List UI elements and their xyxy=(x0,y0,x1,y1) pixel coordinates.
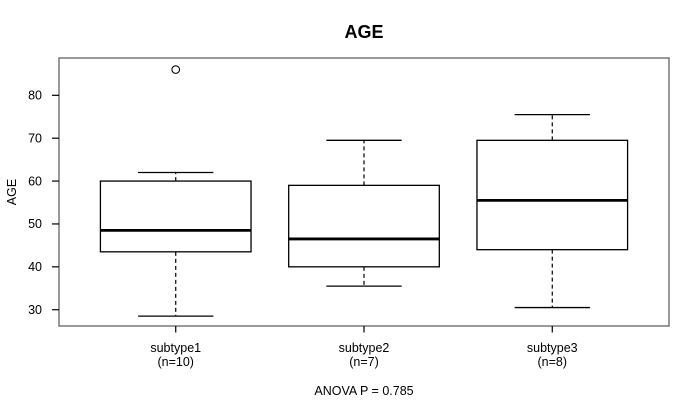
x-tick-count-label: (n=7) xyxy=(349,355,379,369)
outlier-point xyxy=(171,65,181,74)
y-axis-title: AGE xyxy=(5,179,19,205)
iqr-box xyxy=(476,139,629,251)
iqr-box xyxy=(288,184,440,268)
x-tick-label: subtype3 xyxy=(527,341,578,355)
y-tick-label: 60 xyxy=(28,174,42,188)
x-tick-label: subtype1 xyxy=(150,341,201,355)
anova-annotation: ANOVA P = 0.785 xyxy=(314,384,413,398)
y-tick-label: 40 xyxy=(28,260,42,274)
chart-title: AGE xyxy=(344,22,383,42)
x-tick-count-label: (n=8) xyxy=(538,355,568,369)
y-tick-label: 30 xyxy=(28,303,42,317)
x-tick-count-label: (n=10) xyxy=(157,355,193,369)
x-tick-label: subtype2 xyxy=(339,341,390,355)
y-tick-label: 70 xyxy=(28,131,42,145)
plot-area: 30 40 50 60 70 80 subtype1(n=10) subtype2(n=7) s… xyxy=(28,57,670,369)
iqr-box xyxy=(99,180,252,253)
y-tick-label: 80 xyxy=(28,89,42,103)
y-tick-label: 50 xyxy=(28,217,42,231)
